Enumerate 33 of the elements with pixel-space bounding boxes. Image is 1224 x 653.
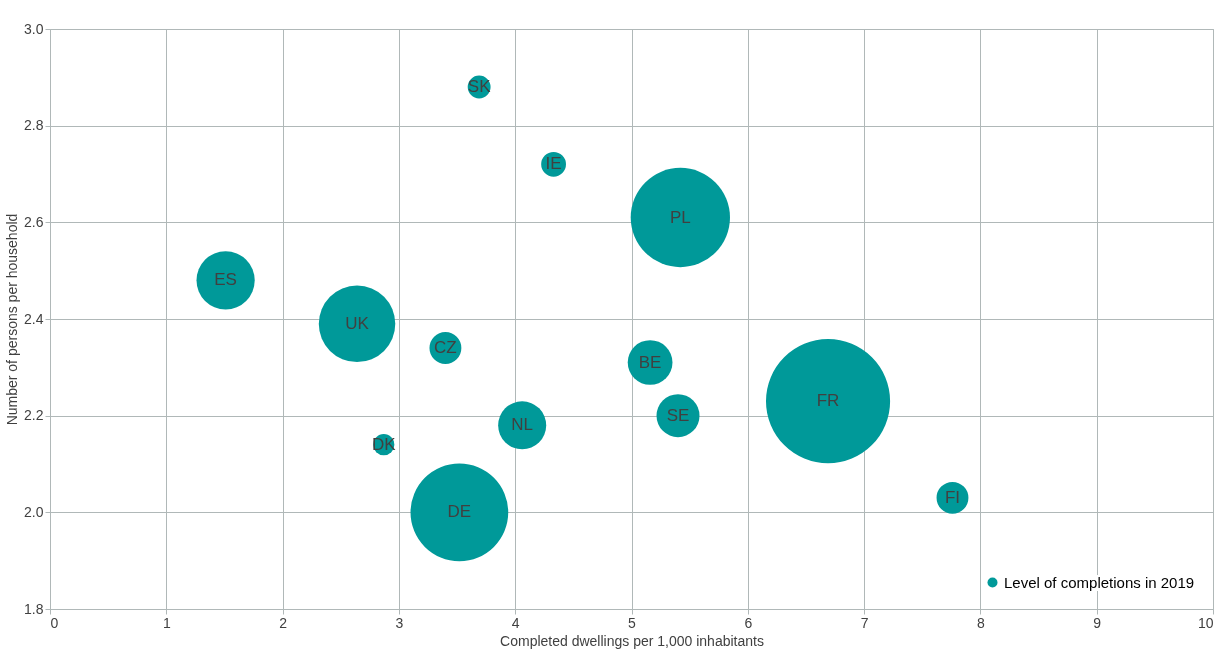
x-tick-label: 8 xyxy=(977,614,985,631)
x-tick-label: 10 xyxy=(1197,614,1214,631)
x-tick-label: 2 xyxy=(279,614,288,631)
annotation: NL xyxy=(511,415,534,435)
y-axis-title: Number of persons per household xyxy=(4,213,21,426)
x-tick-label: 9 xyxy=(1093,614,1102,631)
x-tick-label: 1 xyxy=(162,614,171,631)
annotation: SE xyxy=(666,405,690,425)
y-tick-label: 3.0 xyxy=(24,20,44,37)
annotation: FR xyxy=(816,391,840,411)
legend-label: Level of completions in 2019 xyxy=(1004,573,1195,591)
x-tick-label: 4 xyxy=(511,614,520,631)
x-tick-label: 0 xyxy=(50,614,59,631)
annotation: FI xyxy=(944,487,961,507)
y-tick-label: 2.4 xyxy=(24,310,44,327)
y-tick-label: 2.6 xyxy=(24,213,44,230)
y-tick-label: 2.2 xyxy=(24,407,44,424)
annotation: IE xyxy=(545,154,562,174)
annotation: BE xyxy=(638,352,662,372)
annotation: DE xyxy=(447,502,472,522)
x-tick-label: 5 xyxy=(628,614,637,631)
annotation: PL xyxy=(669,207,691,227)
y-tick-label: 2.0 xyxy=(24,503,44,520)
annotation: CZ xyxy=(434,338,457,357)
x-tick-label: 6 xyxy=(744,614,753,631)
x-tick-label: 3 xyxy=(395,614,404,631)
annotation: UK xyxy=(345,313,370,333)
annotation: ES xyxy=(214,270,237,290)
y-tick-label: 2.8 xyxy=(24,117,44,134)
y-tick-label: 1.8 xyxy=(24,600,44,617)
annotation: SK xyxy=(467,77,492,96)
x-axis-title: Completed dwellings per 1,000 inhabitants xyxy=(500,632,764,649)
x-tick-label: 7 xyxy=(860,614,869,631)
